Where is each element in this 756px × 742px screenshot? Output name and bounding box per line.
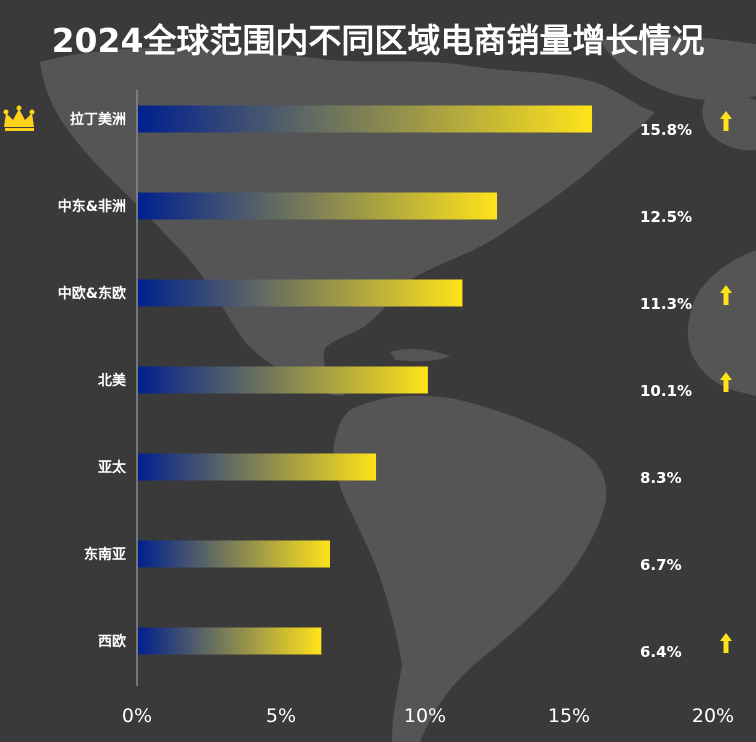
- x-tick-label: 5%: [266, 705, 296, 727]
- bar: [138, 366, 428, 394]
- category-label: 东南亚: [84, 546, 126, 563]
- value-label: 6.7%: [640, 556, 682, 574]
- bar: [138, 627, 322, 655]
- x-tick-label: 20%: [692, 705, 734, 727]
- x-tick-label: 10%: [404, 705, 446, 727]
- category-label: 中欧&东欧: [58, 285, 126, 302]
- category-label: 西欧: [98, 633, 126, 650]
- category-label: 北美: [98, 372, 127, 389]
- up-arrow-icon: [720, 633, 732, 653]
- greenland-shape: [600, 35, 756, 101]
- europe-edge-shape: [702, 94, 756, 151]
- value-label: 11.3%: [640, 295, 692, 313]
- bar: [138, 453, 377, 481]
- category-label: 中东&非洲: [58, 198, 126, 215]
- bar: [138, 279, 463, 307]
- chart-title: 2024全球范围内不同区域电商销量增长情况: [51, 21, 705, 60]
- bar: [138, 540, 330, 568]
- category-label: 亚太: [98, 459, 127, 476]
- up-arrow-icon: [720, 372, 732, 392]
- value-label: 6.4%: [640, 643, 682, 661]
- value-label: 10.1%: [640, 382, 692, 400]
- category-label: 拉丁美洲: [70, 111, 126, 128]
- south-america-shape: [333, 395, 607, 742]
- value-label: 15.8%: [640, 121, 692, 139]
- crown-icon: [3, 105, 35, 131]
- x-tick-label: 0%: [122, 705, 152, 727]
- bar: [138, 105, 593, 133]
- value-label: 8.3%: [640, 469, 682, 487]
- up-arrow-icon: [720, 111, 732, 131]
- value-label: 12.5%: [640, 208, 692, 226]
- x-tick-label: 15%: [548, 705, 590, 727]
- africa-edge-shape: [687, 250, 756, 396]
- bar: [138, 192, 497, 220]
- up-arrow-icon: [720, 285, 732, 305]
- north-america-shape: [40, 48, 655, 396]
- caribbean-shape: [390, 349, 450, 362]
